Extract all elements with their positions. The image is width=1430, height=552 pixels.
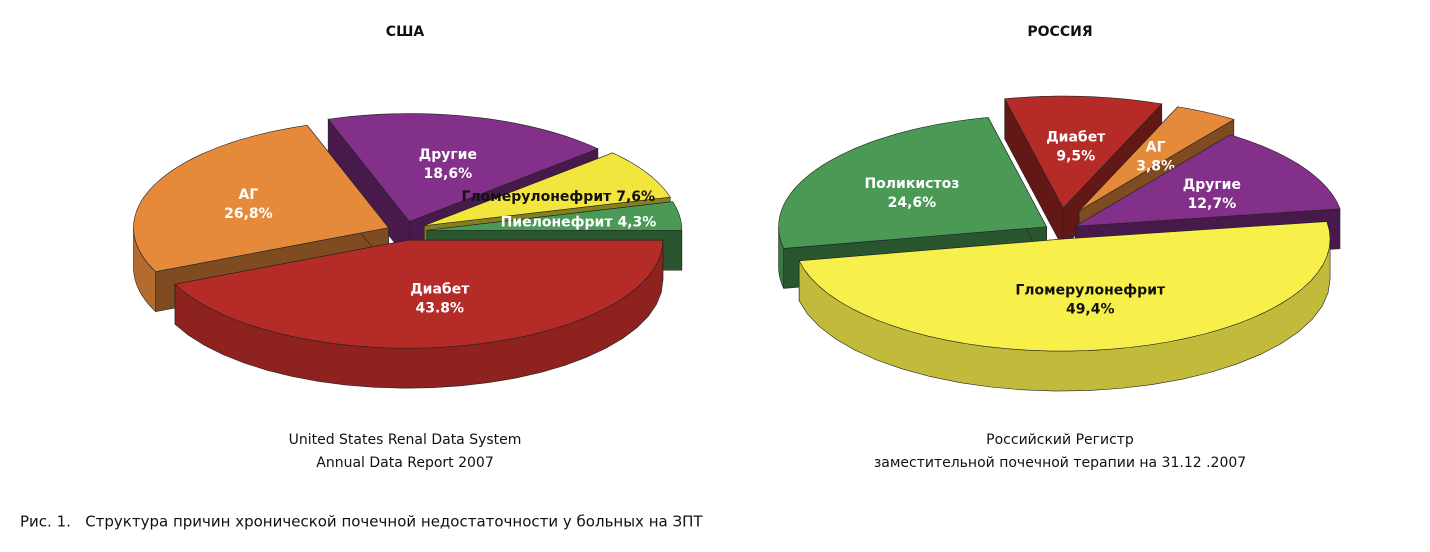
slice-label: Другие 18,6% bbox=[419, 147, 477, 182]
caption: Рис. 1. Структура причин хронической поч… bbox=[20, 513, 703, 531]
slice-top bbox=[426, 201, 683, 231]
slice-label: Пиелонефрит 4,3% bbox=[501, 214, 657, 230]
value-label: 12,7% bbox=[1188, 196, 1237, 212]
slice-label: Гломерулонефрит 49,4% bbox=[1015, 283, 1166, 318]
slice-top bbox=[133, 124, 390, 272]
source: Annual Data Report 2007 bbox=[316, 455, 493, 471]
source: заместительной почечной терапии на 31.12… bbox=[874, 455, 1246, 471]
source: United States Renal Data System bbox=[289, 432, 522, 448]
slice-label: Поликистоз 24,6% bbox=[864, 176, 959, 211]
category-label: АГ bbox=[1146, 140, 1166, 156]
value-label: 18,6% bbox=[424, 166, 473, 182]
slice-label: Другие 12,7% bbox=[1183, 177, 1241, 212]
slice-top bbox=[798, 221, 1331, 352]
slice-top bbox=[1004, 95, 1163, 209]
chart-title: США bbox=[386, 24, 425, 40]
slice-top bbox=[174, 239, 664, 349]
slice: Гломерулонефрит 49,4% bbox=[798, 221, 1331, 392]
source: Российский Регистр bbox=[986, 432, 1134, 448]
slice-label: АГ 26,8% bbox=[224, 187, 273, 222]
category-label: Пиелонефрит bbox=[501, 214, 614, 230]
slice-label: Гломерулонефрит 7,6% bbox=[461, 189, 655, 205]
slice-label: АГ 3,8% bbox=[1136, 140, 1175, 175]
value-label: 7,6% bbox=[616, 189, 655, 205]
category-label: Гломерулонефрит bbox=[1015, 283, 1166, 299]
category-label: Другие bbox=[419, 147, 477, 163]
chart-title: РОССИЯ bbox=[1027, 24, 1092, 40]
category-label: Поликистоз bbox=[864, 176, 959, 192]
slice-top bbox=[327, 113, 599, 222]
value-label: 49,4% bbox=[1066, 302, 1115, 318]
category-label: Диабет bbox=[410, 281, 470, 297]
category-label: Другие bbox=[1183, 177, 1241, 193]
value-label: 3,8% bbox=[1136, 159, 1175, 175]
slice-label: Диабет 9,5% bbox=[1046, 130, 1106, 165]
value-label: 26,8% bbox=[224, 206, 273, 222]
slice: Диабет 43.8% bbox=[174, 239, 664, 389]
slice-top bbox=[424, 152, 671, 226]
slice-label: Диабет 43.8% bbox=[410, 281, 470, 316]
category-label: АГ bbox=[239, 187, 259, 203]
value-label: 4,3% bbox=[617, 214, 656, 230]
category-label: Диабет bbox=[1046, 130, 1106, 146]
value-label: 24,6% bbox=[888, 195, 937, 211]
slice-top bbox=[1078, 106, 1235, 212]
category-label: Гломерулонефрит bbox=[461, 189, 612, 205]
slice-top bbox=[778, 117, 1048, 249]
value-label: 43.8% bbox=[415, 300, 464, 316]
slice-top bbox=[1075, 134, 1341, 227]
value-label: 9,5% bbox=[1056, 149, 1095, 165]
